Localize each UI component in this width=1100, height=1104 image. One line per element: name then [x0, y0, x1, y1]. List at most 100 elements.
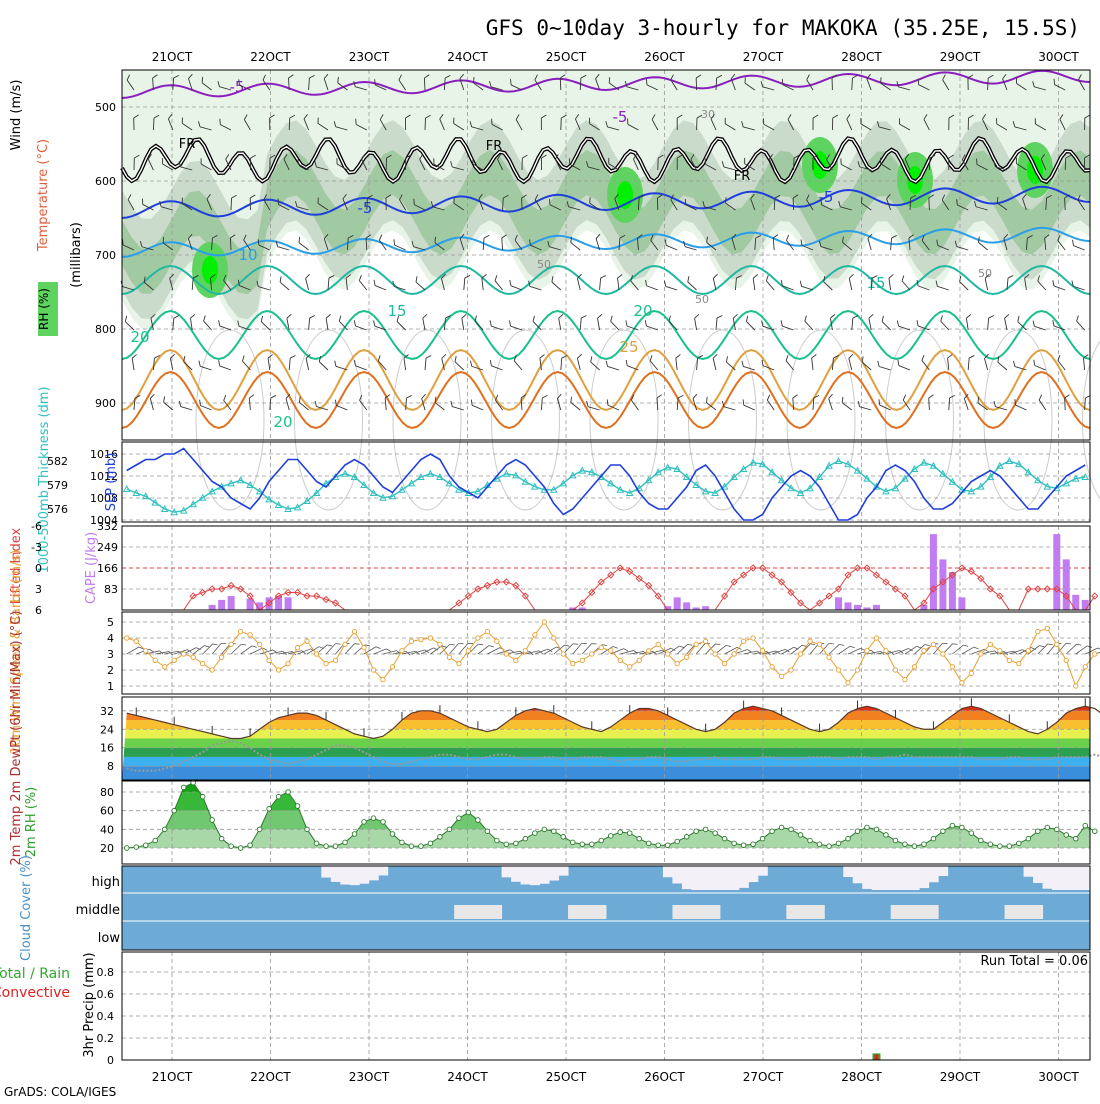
cloud-level-label: high [92, 875, 120, 890]
cloud-high-gap [340, 866, 350, 885]
barb10-flag [1048, 642, 1053, 647]
rh-marker [447, 827, 452, 832]
rh-marker [950, 823, 955, 828]
wind-speed-marker [609, 649, 613, 653]
rh-contour-label: 50 [537, 258, 551, 271]
wind-speed-marker [1093, 652, 1097, 656]
wind-speed-marker [827, 655, 831, 659]
isotherm-label: -5 [819, 188, 834, 206]
wind10m-barb [326, 641, 340, 656]
cloud-high-gap [1052, 866, 1062, 890]
rh-marker [200, 794, 205, 799]
date-label-bottom: 28OCT [841, 1070, 882, 1084]
cloud-high-gap [331, 866, 341, 882]
rh-marker [580, 842, 585, 847]
cloud-high-gap [350, 866, 360, 885]
wind-speed-marker [656, 642, 660, 646]
rh-marker [390, 832, 395, 837]
wind-speed-marker [998, 649, 1002, 653]
barb10-staff [1076, 646, 1087, 654]
barb-staff [503, 198, 504, 210]
wind-speed-marker [200, 661, 204, 665]
wind-speed-marker [352, 629, 356, 633]
barb-staff [1065, 158, 1066, 170]
barb10-staff [241, 646, 252, 654]
barb10-flag [839, 642, 844, 647]
rh-marker [162, 827, 167, 832]
cloud-high-gap [1033, 866, 1043, 883]
wind-speed-marker [1026, 649, 1030, 653]
wind10m-barb [241, 644, 257, 657]
li-tick: -6 [31, 520, 42, 533]
wind10m-barb [478, 644, 494, 657]
wind10m-barb [905, 645, 921, 658]
cloud-high-gap [929, 866, 939, 882]
cloud-high-gap [663, 866, 673, 877]
cloud-mid-gap [796, 905, 806, 919]
wind10m-barb [203, 642, 218, 657]
wind-speed-marker [267, 658, 271, 662]
rh-marker [846, 836, 851, 841]
cloud-high-gap [521, 866, 531, 884]
rh-marker [713, 831, 718, 836]
date-label-bottom: 26OCT [644, 1070, 685, 1084]
ylabel-wind: Wind (m/s) [9, 80, 24, 151]
cloud-mid-gap [672, 905, 682, 919]
wind-speed-marker [181, 652, 185, 656]
wind-speed-marker [1045, 626, 1049, 630]
pressure-tick: 600 [95, 175, 116, 188]
wind10m-barb [1085, 647, 1100, 658]
wind-speed-marker [1036, 629, 1040, 633]
cloud-high-gap [502, 866, 512, 877]
rh-tick: 80 [100, 786, 114, 799]
wind-speed-marker [229, 642, 233, 646]
li-tick: -3 [31, 541, 42, 554]
cloud-mid-gap [900, 905, 910, 919]
cloud-high-gap [701, 866, 711, 890]
date-label-bottom: 24OCT [447, 1070, 488, 1084]
cloud-mid-gap [1005, 905, 1015, 919]
rh-marker [656, 843, 661, 848]
barb10-flag [687, 642, 692, 647]
rh-marker [267, 807, 272, 812]
li-tick: 6 [35, 604, 42, 617]
wind-speed-marker [637, 658, 641, 662]
barb10-flag [917, 645, 922, 650]
cloud-high-gap [710, 866, 720, 890]
cloud-high-gap [739, 866, 749, 888]
rh-marker [238, 846, 243, 851]
cloud-high-gap [682, 866, 692, 889]
rh-marker [998, 844, 1003, 849]
cape-bar [1072, 595, 1079, 610]
wind-speed-marker [865, 649, 869, 653]
wind-speed-marker [514, 658, 518, 662]
wind10m-barb [535, 648, 552, 658]
rh-marker [229, 844, 234, 849]
footer-credit: GrADS: COLA/IGES [4, 1085, 116, 1099]
rh-marker [1092, 829, 1097, 834]
precip-tick: 0.8 [97, 966, 115, 979]
cloud-mid-gap [691, 905, 701, 919]
wind-speed-marker [988, 642, 992, 646]
wind-speed-marker [495, 639, 499, 643]
isotherm-label: 15 [866, 274, 885, 292]
wind10m-barb [668, 644, 684, 657]
rh-marker [1083, 823, 1088, 828]
barb10-flag [953, 642, 958, 647]
rh-marker [770, 829, 775, 834]
date-label-bottom: 21OCT [152, 1070, 193, 1084]
ylabel-slp: SLP (mb) [104, 453, 119, 512]
date-label-bottom: 22OCT [250, 1070, 291, 1084]
wind10m-barb [155, 651, 172, 658]
rh-marker [343, 840, 348, 845]
wind10m-barb [839, 645, 855, 658]
rh-marker [599, 838, 604, 843]
wind-speed-marker [855, 668, 859, 672]
barb10-flag [613, 645, 618, 650]
date-label-top: 29OCT [940, 50, 981, 64]
ylabel-rh: RH (%) [37, 288, 51, 330]
rh-marker [1017, 841, 1022, 846]
temp-tick: 32 [100, 705, 114, 718]
